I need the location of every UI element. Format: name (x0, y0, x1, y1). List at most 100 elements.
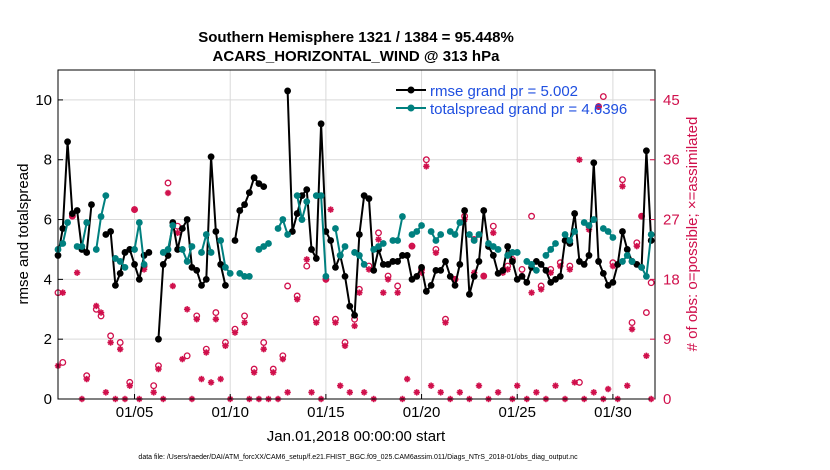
obs-assimilated-point (375, 236, 382, 243)
obs-assimilated-point (260, 345, 267, 353)
totalspread-point (135, 219, 143, 226)
y-left-axis-label: rmse and totalspread (15, 164, 32, 305)
rmse-point (509, 258, 516, 265)
rmse-point (260, 183, 268, 191)
obs-assimilated-point (427, 382, 435, 389)
totalspread-point (628, 258, 636, 265)
obs-assimilated-point (571, 379, 578, 386)
obs-assimilated-point (164, 189, 172, 197)
totalspread-point (222, 264, 229, 271)
obs-assimilated-point (408, 242, 416, 250)
rmse-point (619, 228, 626, 235)
totalspread-point (178, 246, 186, 253)
legend-spread-label: totalspread grand pr = 4.6396 (430, 101, 627, 118)
obs-assimilated-point (628, 326, 636, 333)
rmse-point (183, 216, 191, 223)
rmse-point (422, 287, 430, 295)
totalspread-point (188, 243, 196, 250)
totalspread-point (303, 198, 311, 206)
totalspread-point (619, 258, 626, 265)
totalspread-point (642, 272, 650, 280)
obs-assimilated-point (346, 389, 354, 396)
rmse-point (303, 186, 311, 194)
x-axis-label: Jan.01,2018 00:00:00 start (267, 428, 446, 445)
obs-assimilated-point (356, 289, 363, 296)
obs-assimilated-point (155, 365, 162, 373)
totalspread-point (312, 192, 320, 200)
y-left-tick-label: 4 (44, 271, 52, 288)
x-tick-label: 01/30 (594, 404, 632, 421)
rmse-point (112, 281, 119, 289)
plot-frame (57, 69, 656, 400)
x-tick-label: 01/15 (307, 404, 345, 421)
rmse-point (64, 138, 71, 146)
obs-assimilated-point (83, 375, 90, 383)
totalspread-point (609, 234, 617, 241)
rmse-point (413, 272, 421, 280)
rmse-point (198, 281, 205, 289)
obs-assimilated-point (604, 385, 612, 393)
rmse-point (427, 281, 435, 289)
obs-possible-point (489, 222, 497, 230)
rmse-point (308, 246, 315, 253)
obs-possible-point (422, 156, 430, 164)
obs-assimilated-point (241, 319, 248, 326)
obs-assimilated-point (566, 266, 574, 273)
totalspread-point (432, 237, 440, 244)
obs-assimilated-point (93, 302, 100, 310)
totalspread-point (92, 246, 100, 253)
rmse-point (595, 258, 602, 265)
totalspread-point (245, 272, 253, 280)
rmse-point (609, 278, 617, 286)
rmse-point (585, 252, 593, 259)
totalspread-point (131, 246, 138, 253)
rmse-point (355, 231, 363, 238)
rmse-point (571, 210, 579, 217)
chart-title-line1: Southern Hemisphere 1321 / 1384 = 95.448… (198, 29, 514, 46)
obs-assimilated-point (107, 339, 114, 346)
y-right-tick-label: 9 (663, 331, 671, 348)
totalspread-point (164, 246, 172, 253)
rmse-point (432, 266, 440, 274)
obs-assimilated-point (595, 103, 602, 110)
totalspread-point (284, 231, 292, 238)
totalspread-point (279, 216, 287, 223)
totalspread-point (102, 192, 110, 200)
obs-possible-point (599, 93, 607, 101)
obs-assimilated-point (380, 289, 387, 296)
totalspread-point (355, 252, 363, 259)
totalspread-point (341, 243, 349, 250)
obs-assimilated-point (308, 389, 315, 396)
totalspread-point (274, 225, 282, 232)
totalspread-point (121, 264, 129, 271)
obs-assimilated-point (337, 382, 344, 389)
obs-possible-point (116, 339, 124, 346)
rmse-point (389, 258, 397, 265)
totalspread-point (64, 219, 71, 226)
y-right-tick-label: 27 (663, 212, 680, 229)
obs-assimilated-point (131, 206, 138, 213)
obs-assimilated-point (619, 183, 626, 190)
rmse-point (174, 246, 181, 253)
totalspread-point (465, 231, 473, 238)
legend-spread-marker (407, 104, 415, 112)
obs-assimilated-point (293, 296, 301, 303)
obs-possible-point (284, 282, 292, 290)
totalspread-point (332, 225, 339, 232)
rmse-point (499, 266, 507, 274)
obs-assimilated-point (528, 289, 535, 296)
obs-possible-point (394, 282, 402, 290)
rmse-point (202, 275, 210, 283)
rmse-point (523, 278, 531, 286)
obs-assimilated-point (456, 389, 464, 396)
totalspread-point (451, 231, 459, 238)
rmse-point (131, 261, 138, 268)
rmse-point (461, 207, 469, 214)
obs-possible-point (375, 229, 382, 237)
totalspread-point (169, 222, 177, 229)
rmse-point (394, 258, 402, 265)
totalspread-point (293, 192, 301, 200)
rmse-point (59, 225, 67, 232)
rmse-point (73, 207, 81, 214)
totalspread-point (322, 272, 330, 280)
